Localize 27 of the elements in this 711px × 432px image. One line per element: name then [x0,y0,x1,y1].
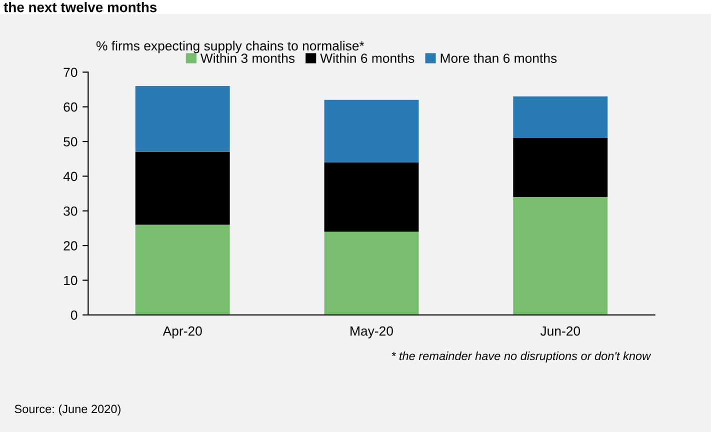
y-tick-label: 20 [64,241,78,250]
chart-subtitle: % firms expecting supply chains to normalise* [96,40,364,54]
bar [513,138,608,198]
x-tick-label: Apr-20 [162,326,202,338]
legend-label: Within 3 months [200,53,295,63]
bar [135,224,230,315]
y-tick-label: 0 [70,310,78,320]
x-tick-label: Jun-20 [540,326,580,336]
bar [135,152,230,225]
legend-label: Within 6 months [320,53,414,63]
y-tick-label: 60 [64,102,78,112]
y-tick-label: 50 [64,137,78,146]
x-tick-label: May-20 [350,326,393,338]
text: * the remainder have no disruptions or don't know [392,351,652,363]
bar [324,162,419,232]
y-tick-label: 40 [63,172,78,182]
chart-title: the next twelve months [4,2,157,12]
legend-label: More than 6 months [440,53,557,63]
source-note: Source: (June 2020) [14,404,120,416]
y-tick-label: 30 [64,206,78,216]
y-tick-label: 10 [64,276,78,286]
bar [324,232,419,315]
bar [135,86,230,152]
bar [324,100,419,162]
y-tick-label: 70 [64,68,78,78]
bar [513,197,608,315]
bar [513,96,608,138]
